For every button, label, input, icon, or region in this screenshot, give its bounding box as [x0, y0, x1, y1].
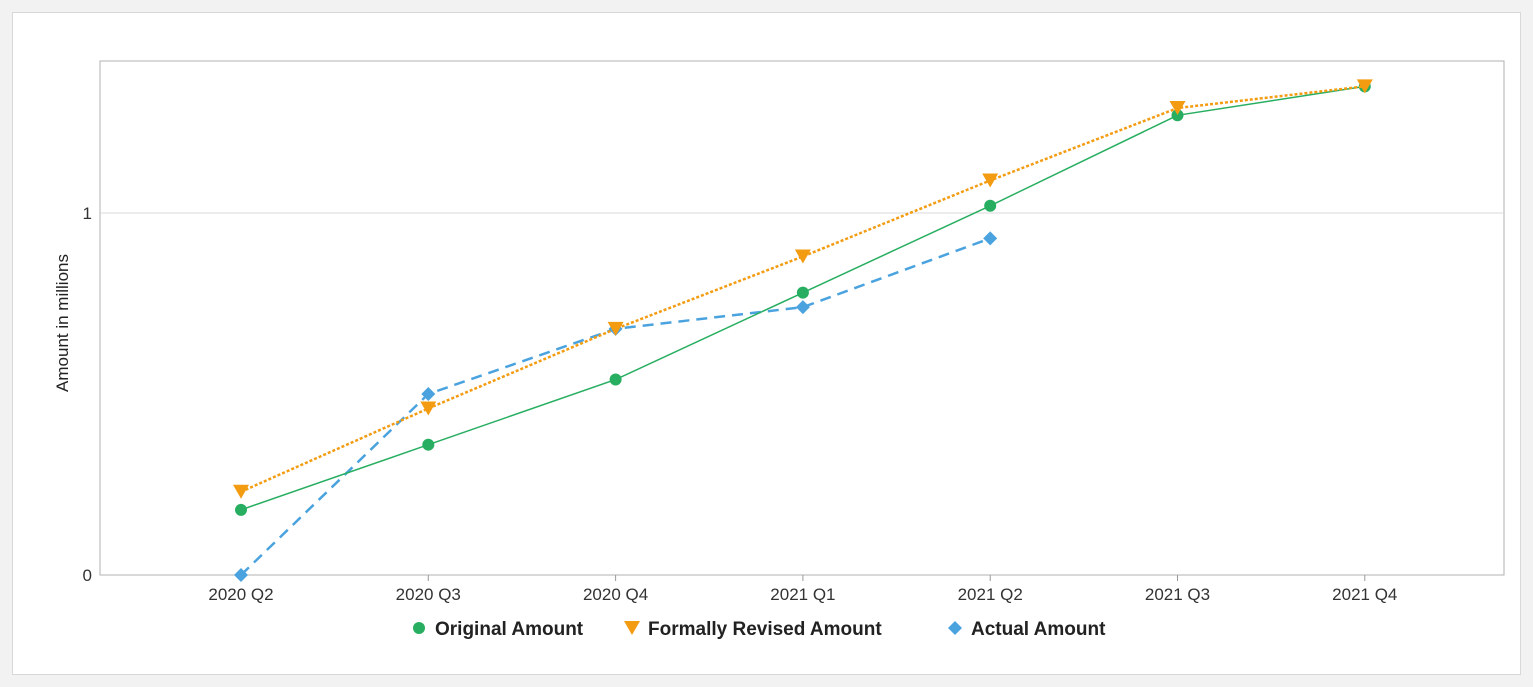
y-tick-label: 1 — [83, 204, 92, 223]
series-formally-revised-amount — [233, 79, 1373, 499]
y-axis-ticks: 01 — [83, 204, 92, 585]
legend: Original Amount Formally Revised Amount Ac… — [413, 619, 1106, 640]
x-tick-label: 2021 Q1 — [770, 585, 835, 604]
data-point — [420, 401, 437, 416]
data-point — [983, 231, 998, 246]
x-axis-ticks: 2020 Q2 2020 Q3 2020 Q4 2021 Q1 2021 Q2 2021 … — [208, 575, 1397, 604]
data-point — [1171, 109, 1184, 122]
x-tick-label: 2020 Q2 — [208, 585, 273, 604]
legend-marker — [624, 621, 640, 635]
plot-area — [99, 60, 1505, 576]
data-point — [233, 484, 249, 499]
x-tick-label: 2020 Q4 — [583, 585, 648, 604]
data-point — [984, 199, 997, 212]
data-point — [607, 321, 624, 336]
legend-label: Actual Amount — [971, 619, 1106, 640]
x-tick-label: 2020 Q3 — [396, 585, 461, 604]
x-tick-label: 2021 Q3 — [1145, 585, 1210, 604]
data-point — [609, 373, 622, 386]
data-point — [422, 438, 435, 451]
data-point — [234, 568, 248, 582]
data-point — [795, 300, 810, 315]
x-tick-label: 2021 Q2 — [958, 585, 1023, 604]
series-original-amount — [235, 80, 1371, 516]
y-axis-label: Amount in millions — [53, 254, 72, 392]
data-point — [421, 387, 436, 402]
legend-label: Original Amount — [435, 619, 584, 640]
x-tick-label: 2021 Q4 — [1332, 585, 1397, 604]
legend-label: Formally Revised Amount — [648, 619, 882, 640]
data-point — [235, 503, 247, 516]
data-point — [796, 286, 809, 299]
data-point — [982, 173, 999, 188]
data-point — [1169, 101, 1186, 116]
series-group — [233, 79, 1373, 582]
data-point — [1356, 79, 1373, 94]
legend-marker — [413, 622, 425, 634]
data-point — [794, 249, 811, 264]
legend-marker — [948, 621, 962, 635]
y-tick-label: 0 — [83, 566, 92, 585]
